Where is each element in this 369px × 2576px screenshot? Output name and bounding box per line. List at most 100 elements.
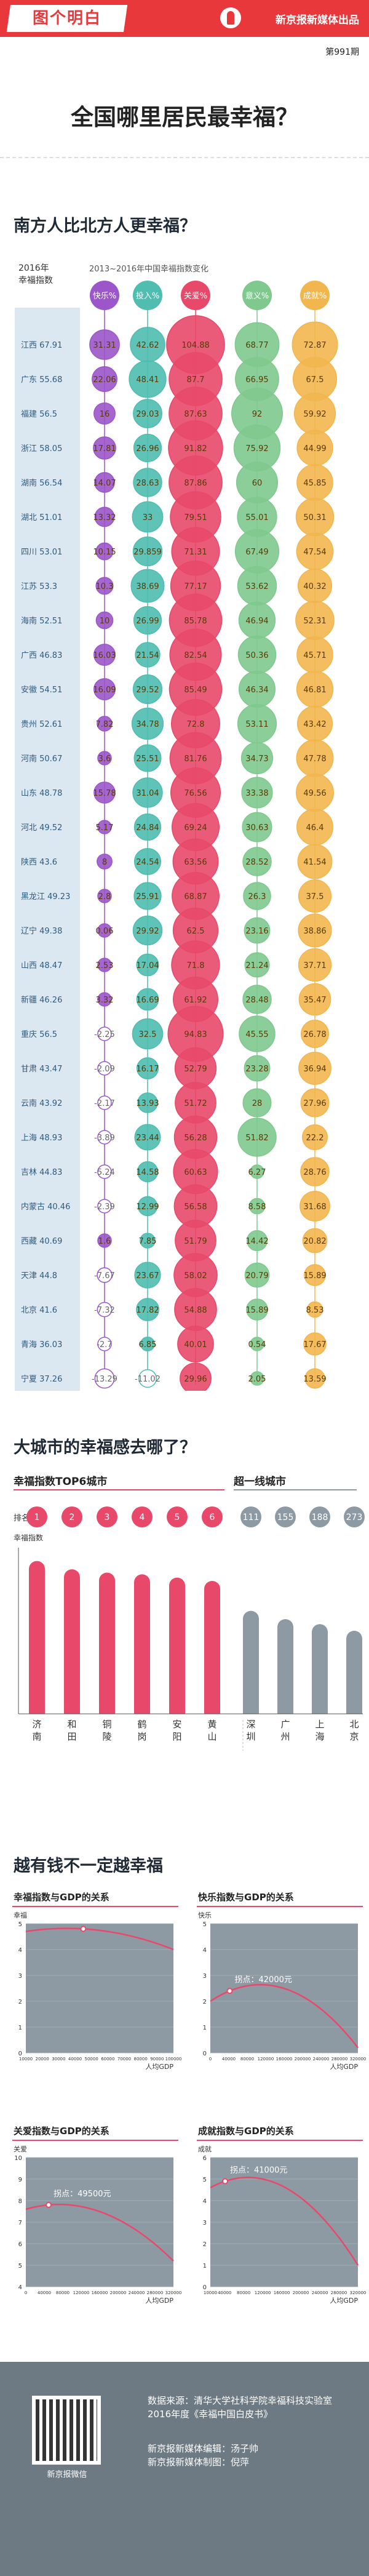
value-bubble (95, 542, 114, 561)
y-tick-label: 0 (18, 2050, 22, 2057)
value-bubble (302, 1228, 328, 1254)
x-axis-label: 人均GDP (145, 2297, 173, 2305)
value-bubble (94, 472, 115, 493)
value-bubble (242, 1088, 272, 1118)
table-row: 新疆 46.26 3.32 16.69 61.92 28.48 35.47 (21, 977, 331, 1022)
value-label: 50.31 (303, 513, 326, 522)
value-bubble (136, 1057, 159, 1080)
column-header: 意义% (242, 281, 272, 310)
y-tick-label: 2 (203, 1999, 207, 2006)
bar (64, 1569, 80, 1714)
rank-badge (309, 1506, 330, 1527)
value-label: 20.82 (303, 1237, 326, 1246)
value-label: 8 (102, 858, 107, 867)
city-label: 和 (67, 1719, 76, 1730)
value-label: -2.09 (94, 1065, 115, 1074)
value-label: 91.82 (184, 444, 207, 454)
rank-text: 3 (105, 1513, 110, 1522)
x-tick-label: 30000 (52, 2057, 65, 2062)
value-bubble (135, 642, 161, 668)
y-tick-label: 5 (18, 2263, 22, 2270)
rank-badge (275, 1506, 296, 1527)
value-bubble (97, 958, 112, 972)
x-tick-label: 240000 (313, 2057, 330, 2062)
value-label: 1.6 (98, 1237, 111, 1246)
x-tick-label: 280000 (147, 2290, 164, 2295)
y-tick-label: 1 (203, 2263, 207, 2270)
rank-label: 排名 (14, 1513, 30, 1523)
bar-group: 6 黄山 (202, 1506, 223, 1742)
value-label: 49.56 (303, 789, 326, 798)
y-tick-label: 5 (203, 1921, 207, 1928)
value-label: 79.51 (184, 513, 207, 522)
value-label: 31.31 (93, 341, 116, 350)
value-label: 24.84 (136, 823, 159, 833)
table-row: 河北 49.52 5.17 24.84 69.24 30.63 46.4 (21, 802, 334, 852)
value-label: 12.99 (136, 1202, 159, 1212)
row-label: 福建 56.5 (21, 410, 57, 419)
value-label: 7.82 (96, 720, 114, 729)
value-label: 29.92 (136, 927, 159, 936)
value-bubble (250, 1337, 264, 1351)
value-bubble (93, 644, 116, 666)
value-label: 81.76 (184, 754, 207, 764)
row-label: 西藏 40.69 (21, 1237, 62, 1246)
y-tick-label: 4 (18, 2284, 22, 2291)
value-bubble (298, 1052, 331, 1085)
value-label: 52.31 (303, 617, 326, 626)
rank-text: 155 (277, 1513, 294, 1522)
x-tick-label: 320000 (165, 2290, 182, 2295)
value-bubble (97, 889, 112, 903)
value-label: 50.36 (245, 651, 268, 660)
value-label: 63.56 (184, 858, 207, 867)
value-bubble (133, 882, 162, 910)
value-bubble (132, 777, 163, 808)
designer-credit: 新京报新媒体制图：倪萍 (148, 2457, 250, 2468)
value-label: 23.44 (136, 1134, 159, 1143)
value-label: 67.5 (306, 375, 324, 385)
value-bubble (239, 1015, 276, 1052)
trend-line (210, 2177, 359, 2266)
value-label: 31.04 (136, 789, 159, 798)
value-bubble (244, 1055, 271, 1082)
trend-line (25, 1927, 174, 1951)
header-bar: 图个明白 新京报新媒体出品 (0, 0, 369, 37)
city-label: 北 (349, 1719, 359, 1730)
x-tick-label: 40000 (68, 2057, 82, 2062)
y-axis-label: 快乐 (198, 1911, 212, 1919)
value-bubble (133, 433, 162, 463)
value-label: 40.32 (303, 582, 326, 591)
city-label: 州 (280, 1731, 290, 1742)
table-row: 安徽 54.51 16.09 29.52 85.49 46.34 46.81 (21, 662, 334, 716)
value-label: -2.39 (94, 1202, 115, 1212)
row-label: 甘肃 43.47 (21, 1065, 62, 1074)
x-tick-label: 120000 (258, 2057, 274, 2062)
value-label: 67.49 (245, 548, 268, 557)
y-tick-label: 0 (203, 2284, 207, 2291)
value-bubble (298, 913, 332, 948)
section3-title: 越有钱不一定越幸福 (14, 1857, 163, 1876)
value-bubble (136, 1298, 159, 1321)
y-tick-label: 3 (203, 1973, 207, 1980)
value-bubble (248, 1198, 266, 1215)
row-label: 天津 44.8 (21, 1271, 57, 1281)
x-tick-label: 60000 (101, 2057, 114, 2062)
column-label: 投入% (136, 291, 159, 301)
value-label: 0.54 (248, 1340, 266, 1350)
table-row: 湖南 56.54 14.07 28.63 87.86 60 45.85 (21, 455, 333, 510)
tier1-subtitle: 超一线城市 (234, 1475, 286, 1488)
value-bubble (246, 1298, 268, 1321)
table-row: 海南 52.51 10 26.99 85.78 46.94 52.31 (21, 593, 335, 647)
value-label: 17.81 (93, 444, 116, 454)
city-label: 阳 (172, 1731, 181, 1742)
row-label: 黑龙江 49.23 (21, 892, 70, 902)
value-label: 44.99 (303, 444, 326, 454)
bar (169, 1577, 185, 1714)
city-label: 京 (349, 1731, 359, 1742)
value-label: 10.15 (93, 548, 116, 557)
y-tick-label: 3 (203, 2220, 207, 2226)
value-label: 69.24 (184, 823, 207, 833)
x-tick-label: 0 (25, 2290, 27, 2295)
city-label: 鹤 (137, 1719, 146, 1730)
